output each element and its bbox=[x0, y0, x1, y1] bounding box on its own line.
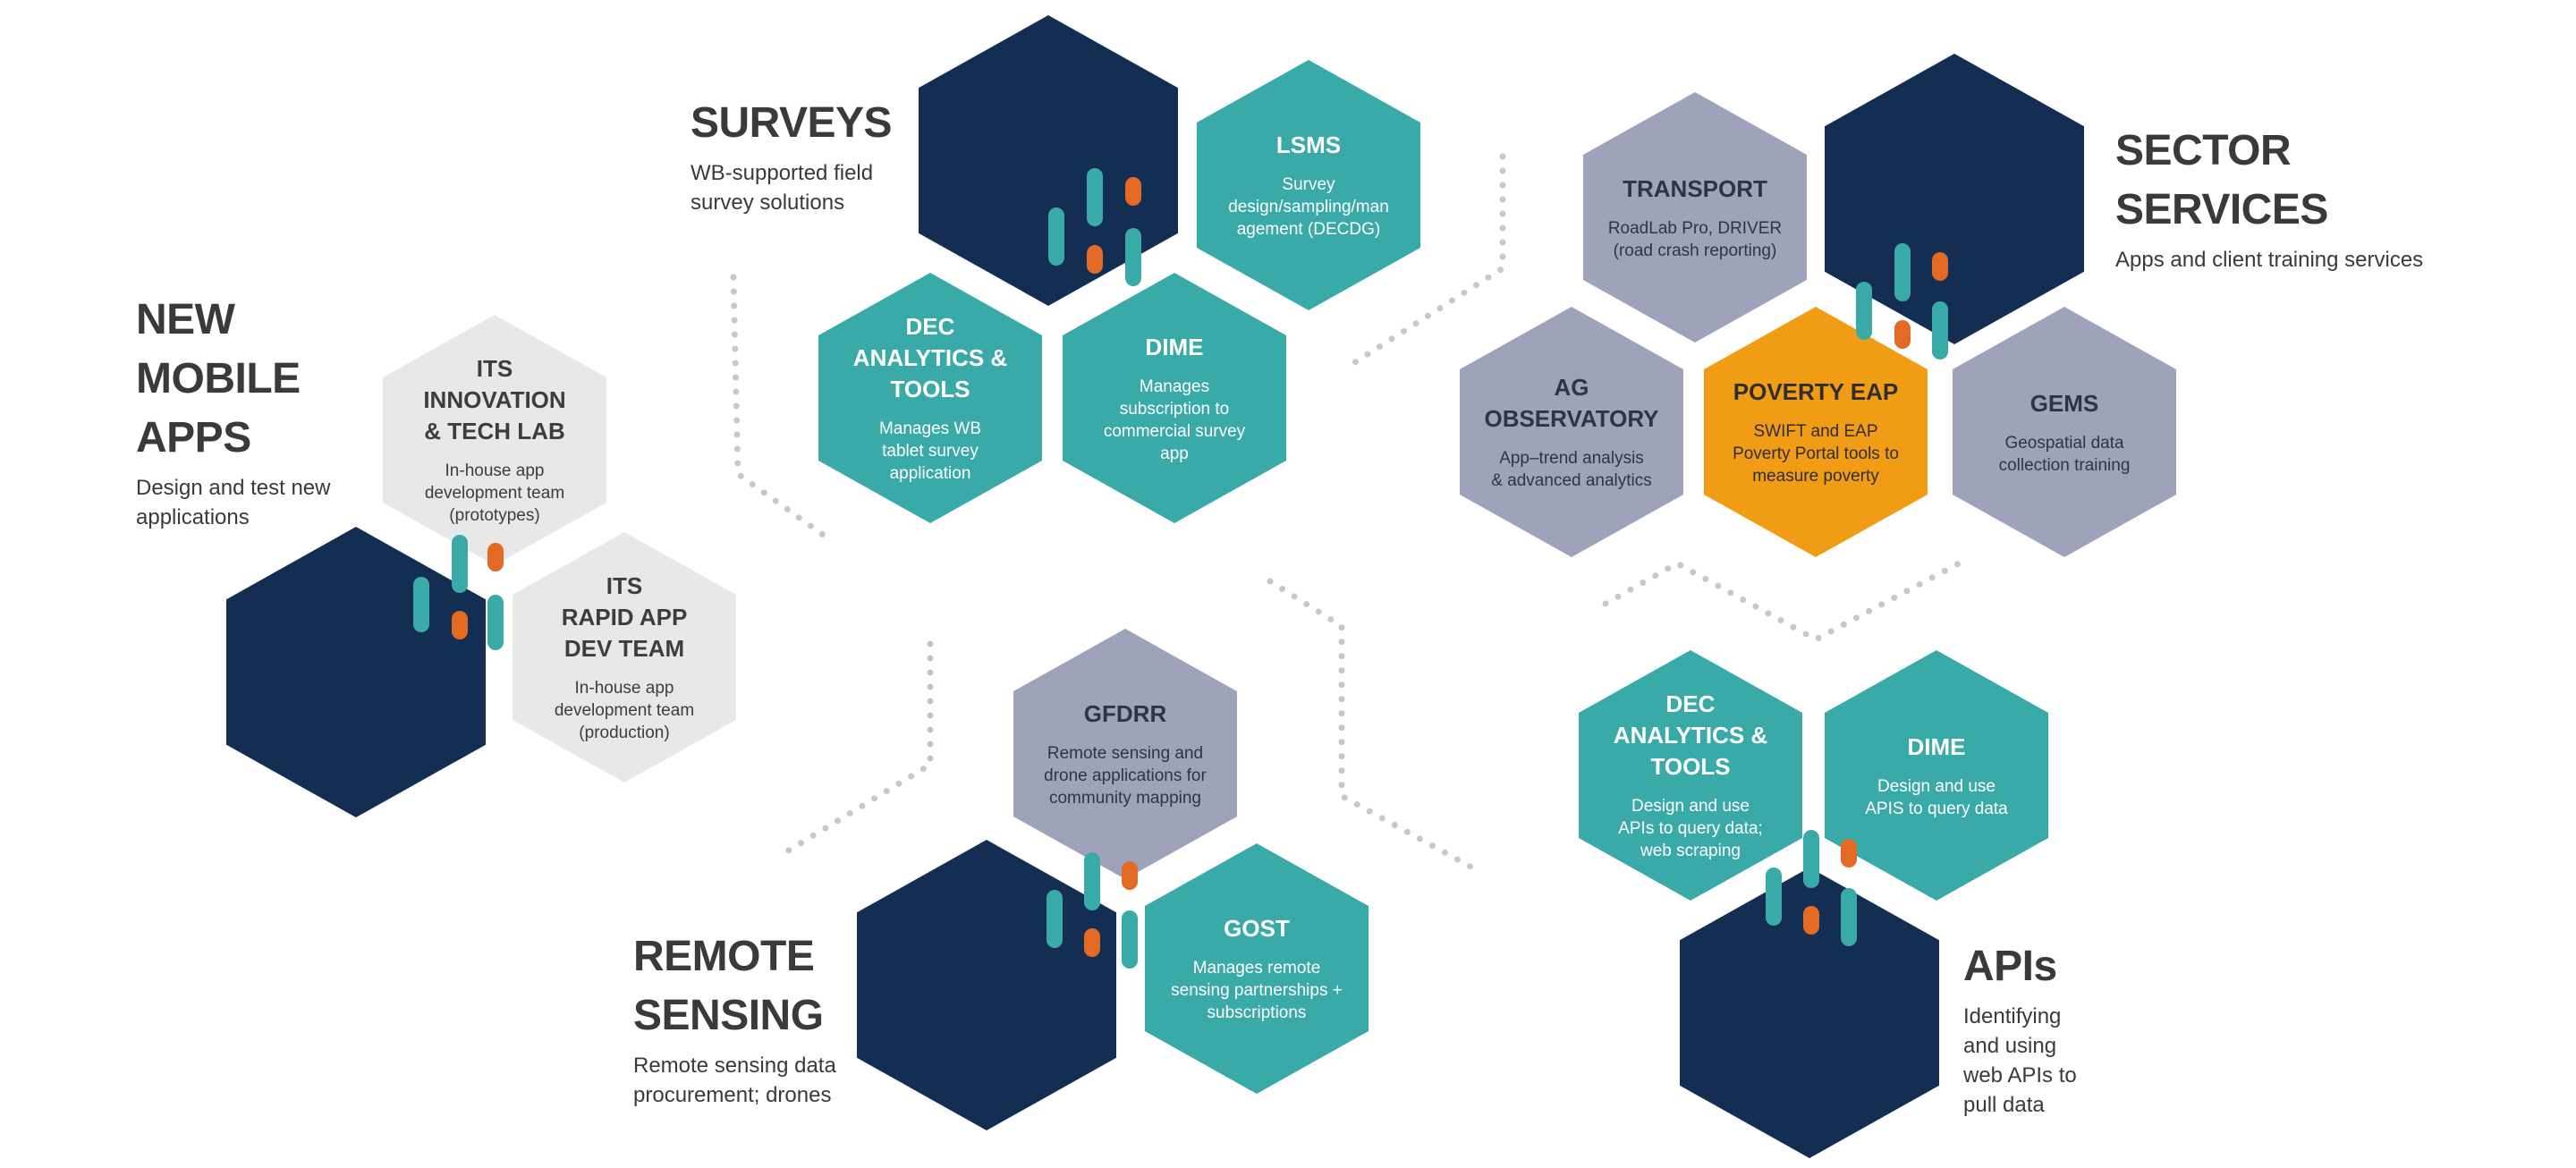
hex-its-rapid-app-dev-team: ITS RAPID APP DEV TEAM In-house app deve… bbox=[513, 532, 736, 783]
hex-title: TRANSPORT bbox=[1623, 174, 1767, 202]
accent-bar bbox=[1841, 888, 1857, 946]
hex-description: Manages subscription to commercial surve… bbox=[1103, 377, 1246, 463]
hex-title: DEC ANALYTICS & TOOLS bbox=[852, 313, 1008, 402]
section-sector-services: SECTOR SERVICES Apps and client training… bbox=[2115, 122, 2423, 275]
hex-description: RoadLab Pro, DRIVER (road crash reportin… bbox=[1607, 218, 1783, 260]
hex-title: AG OBSERVATORY bbox=[1484, 374, 1659, 432]
hex-title: ITS RAPID APP DEV TEAM bbox=[561, 572, 688, 662]
accent-dot bbox=[1841, 839, 1857, 868]
accent-dot bbox=[1125, 177, 1141, 206]
accent-bar bbox=[1766, 868, 1782, 926]
hex-title: LSMS bbox=[1275, 131, 1342, 158]
accent-bar bbox=[1122, 910, 1138, 969]
accent-bar bbox=[1046, 890, 1063, 948]
hex-title: DIME bbox=[1907, 732, 1966, 760]
accent-bar bbox=[1087, 168, 1103, 226]
hex-navy-mobile bbox=[226, 527, 486, 817]
hex-description: Manages WB tablet survey application bbox=[878, 419, 982, 483]
hex-description: Design and use APIs to query data; web s… bbox=[1618, 797, 1763, 860]
accent-bar bbox=[1125, 228, 1141, 286]
hex-description: Manages remote sensing partnerships + su… bbox=[1171, 959, 1343, 1022]
hex-description: Remote sensing and drone applications fo… bbox=[1044, 744, 1207, 808]
accent-dot bbox=[1932, 252, 1948, 281]
accent-bar bbox=[487, 595, 504, 650]
hex-title: DIME bbox=[1145, 333, 1204, 360]
hex-title: GFDRR bbox=[1083, 700, 1167, 727]
connector-mobile-remote bbox=[779, 640, 934, 858]
section-surveys: SURVEYS WB-supported field survey soluti… bbox=[691, 94, 893, 217]
section-title: SECTOR SERVICES bbox=[2115, 127, 2328, 233]
section-description: Identifying and using web APIs to pull d… bbox=[1963, 1004, 2077, 1117]
connector-remote-apis bbox=[1267, 578, 1484, 876]
accent-bar bbox=[452, 535, 468, 593]
accent-bar bbox=[1048, 207, 1064, 266]
accent-bar bbox=[1856, 282, 1872, 340]
hex-title: POVERTY EAP bbox=[1733, 378, 1899, 405]
hex-dime-apis: DIME Design and use APIS to query data bbox=[1825, 650, 2048, 901]
hex-description: Survey design/sampling/man agement (DECD… bbox=[1228, 175, 1389, 239]
hex-description: Design and use APIS to query data bbox=[1865, 776, 2008, 818]
connector-sector-apis bbox=[1602, 559, 1962, 643]
hex-description: SWIFT and EAP Poverty Portal tools to me… bbox=[1733, 422, 1899, 486]
section-title: APIs bbox=[1963, 943, 2057, 990]
hex-description: Geospatial data collection training bbox=[1998, 433, 2131, 475]
accent-bar bbox=[413, 577, 429, 632]
hex-description: App–trend analysis & advanced analytics bbox=[1491, 449, 1652, 490]
hex-title: DEC ANALYTICS & TOOLS bbox=[1613, 690, 1768, 780]
section-description: Design and test new applications bbox=[136, 476, 331, 529]
section-description: Remote sensing data procurement; drones bbox=[633, 1054, 836, 1107]
accent-dot bbox=[452, 611, 468, 639]
accent-bar bbox=[1803, 830, 1819, 888]
hex-description: In-house app development team (productio… bbox=[554, 679, 695, 742]
hex-gems: GEMS Geospatial data collection training bbox=[1953, 307, 2176, 557]
section-new-mobile-apps: NEW MOBILE APPS Design and test new appl… bbox=[136, 291, 330, 532]
section-title: SURVEYS bbox=[691, 99, 893, 147]
section-remote-sensing: REMOTE SENSING Remote sensing data procu… bbox=[633, 927, 836, 1110]
accent-dot bbox=[1084, 928, 1100, 957]
accent-dot bbox=[487, 543, 504, 571]
hex-description: In-house app development team (prototype… bbox=[424, 461, 565, 525]
section-apis: APIs Identifying and using web APIs to p… bbox=[1963, 937, 2077, 1120]
accent-bar bbox=[1894, 243, 1911, 301]
section-title: NEW MOBILE APPS bbox=[136, 296, 301, 461]
connector-mobile-surveys bbox=[730, 274, 835, 545]
accent-dot bbox=[1122, 861, 1138, 890]
hex-title: GEMS bbox=[2029, 389, 2099, 417]
hex-title: GOST bbox=[1224, 915, 1290, 942]
accent-dot bbox=[1803, 906, 1819, 935]
section-title: REMOTE SENSING bbox=[633, 933, 824, 1039]
accent-dot bbox=[1894, 320, 1911, 349]
section-description: Apps and client training services bbox=[2115, 248, 2424, 272]
accent-bar bbox=[1932, 301, 1948, 360]
hex-title: ITS INNOVATION & TECH LAB bbox=[423, 355, 566, 444]
section-description: WB-supported field survey solutions bbox=[691, 161, 874, 215]
connector-surveys-sector bbox=[1352, 153, 1506, 366]
accent-bar bbox=[1084, 852, 1100, 910]
accent-dot bbox=[1087, 245, 1103, 274]
